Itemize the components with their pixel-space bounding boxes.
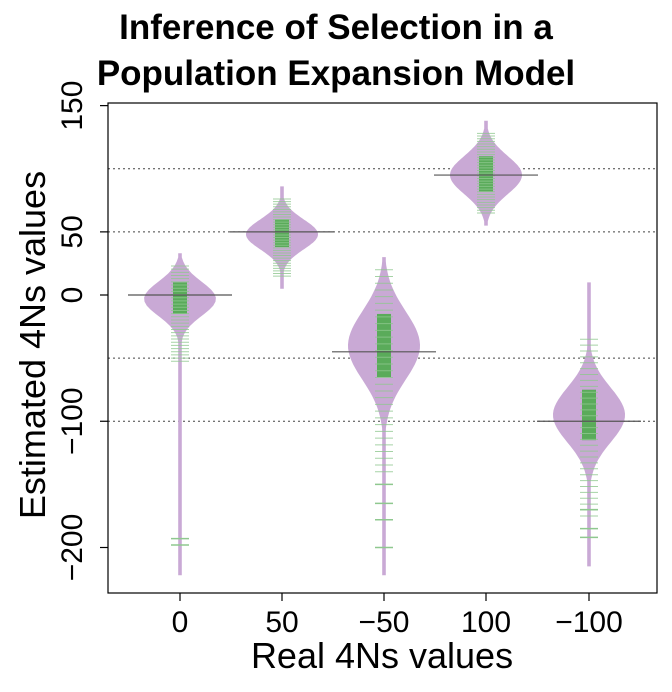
x-axis: 0 50 −50 100 −100 (172, 593, 623, 639)
iqr-strip (377, 313, 391, 378)
x-tick-label: −100 (555, 606, 623, 639)
y-axis-title: Estimated 4Ns values (12, 171, 53, 519)
gridlines (108, 168, 657, 422)
violin-body (348, 257, 420, 576)
x-axis-title: Real 4Ns values (251, 635, 513, 676)
y-tick-label: −200 (56, 514, 89, 582)
chart-title-line-2: Population Expansion Model (96, 54, 576, 93)
y-tick-label: 0 (56, 287, 89, 304)
plot-frame (107, 102, 658, 594)
y-tick-label: 50 (56, 215, 89, 248)
true-value-lines (128, 174, 641, 422)
violin-body (144, 253, 216, 576)
x-tick-label: 100 (461, 606, 511, 639)
y-axis: 150 50 0 −100 −200 (56, 81, 108, 582)
y-tick-label: 150 (56, 81, 89, 131)
iqr-strip (582, 389, 596, 441)
chart-title-line-1: Inference of Selection in a (119, 8, 553, 47)
x-tick-label: −50 (359, 606, 410, 639)
x-tick-label: 50 (265, 606, 298, 639)
violins (144, 120, 625, 576)
x-tick-label: 0 (172, 606, 189, 639)
y-tick-label: −100 (56, 387, 89, 455)
